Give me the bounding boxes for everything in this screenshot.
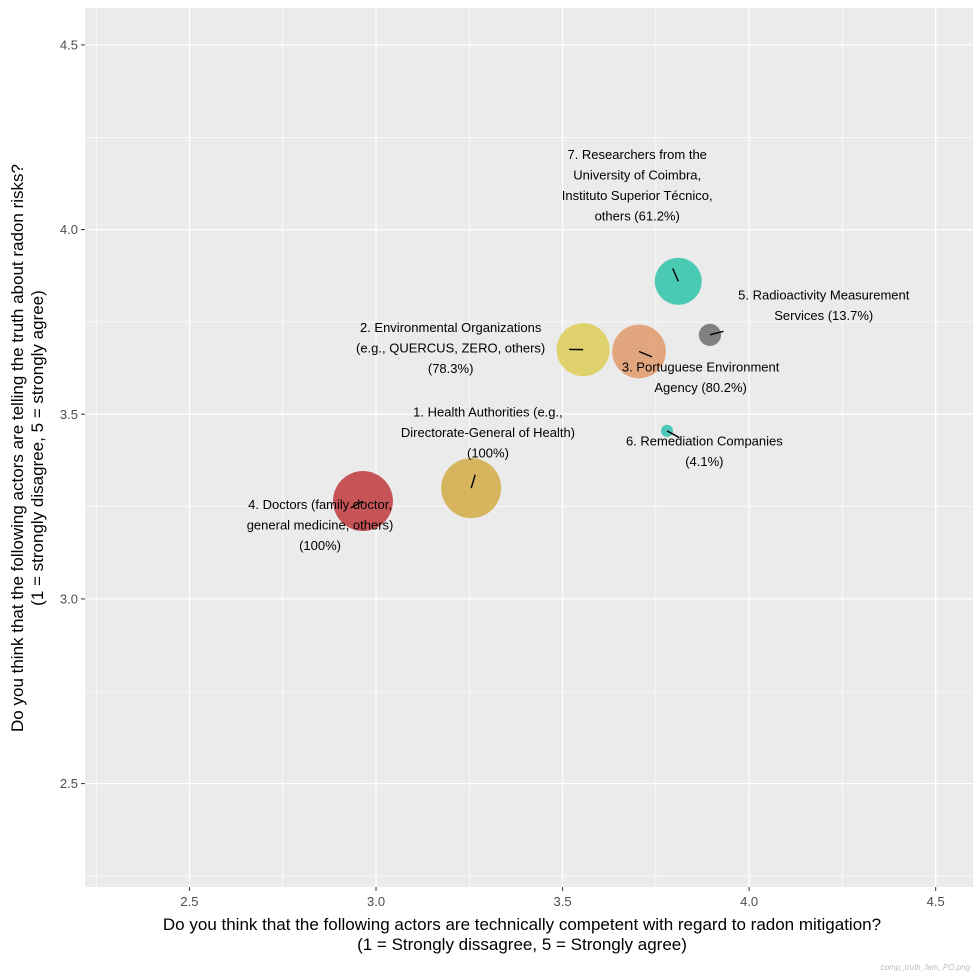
label-segment-6 — [666, 430, 680, 439]
point-label-3-line-1: 3. Portuguese Environment — [622, 360, 780, 375]
point-label-4-line-1: 4. Doctors (family doctor, — [248, 497, 392, 512]
y-axis-title-line-2: (1 = strongly disagree, 5 = strongly agr… — [28, 290, 47, 606]
y-tick-label: 3.0 — [60, 591, 78, 606]
y-tick-label: 4.0 — [60, 222, 78, 237]
point-label-2-line-1: 2. Environmental Organizations — [360, 320, 542, 335]
point-label-1-line-3: (100%) — [467, 446, 509, 461]
y-tick-label: 3.5 — [60, 407, 78, 422]
y-axis: 2.5 3.0 3.5 4.0 4.5 — [60, 37, 85, 791]
x-axis-title-line-2: (1 = Strongly dissagree, 5 = Strongly ag… — [357, 935, 687, 954]
data-point-4 — [332, 471, 393, 532]
x-axis: 2.5 3.0 3.5 4.0 4.5 — [180, 887, 945, 909]
point-label-2-line-3: (78.3%) — [428, 361, 474, 376]
y-tick-label: 2.5 — [60, 776, 78, 791]
minor-gridlines — [85, 8, 973, 887]
point-label-6-line-2: (4.1%) — [685, 454, 723, 469]
major-gridlines — [85, 8, 973, 887]
point-label-5-line-1: 5. Radioactivity Measurement — [738, 288, 910, 303]
point-label-3-line-2: Agency (80.2%) — [654, 380, 747, 395]
label-segment-7 — [672, 268, 679, 282]
y-tick-label: 4.5 — [60, 37, 78, 52]
x-tick-label: 4.5 — [927, 894, 945, 909]
figure-caption: comp_truth_fam_PO.png — [881, 963, 971, 972]
data-point-7 — [654, 257, 702, 305]
point-label-1-line-1: 1. Health Authorities (e.g., — [413, 405, 563, 420]
point-label-5-line-2: Services (13.7%) — [774, 308, 873, 323]
point-label-1-line-2: Directorate-General of Health) — [401, 425, 575, 440]
point-label-7-line-4: others (61.2%) — [595, 209, 680, 224]
label-segment-4 — [350, 500, 364, 509]
x-tick-label: 2.5 — [180, 894, 198, 909]
point-label-7-line-2: University of Coimbra, — [573, 168, 701, 183]
data-point-2 — [556, 323, 610, 377]
plot-panel — [85, 8, 973, 887]
point-label-6-line-1: 6. Remediation Companies — [626, 433, 783, 448]
x-tick-label: 3.5 — [554, 894, 572, 909]
point-label-4-line-3: (100%) — [299, 538, 341, 553]
x-tick-label: 4.0 — [740, 894, 758, 909]
point-label-4-line-2: general medicine, others) — [247, 518, 394, 533]
x-tick-label: 3.0 — [367, 894, 385, 909]
label-segment-5 — [709, 330, 724, 336]
point-labels: 1. Health Authorities (e.g., Directorate-… — [247, 147, 910, 553]
y-axis-title-line-1: Do you think that the following actors a… — [8, 164, 27, 732]
label-segment-1 — [470, 474, 476, 489]
point-label-7-line-1: 7. Researchers from the — [567, 147, 706, 162]
point-label-7-line-3: Instituto Superior Técnico, — [562, 188, 713, 203]
point-label-2-line-2: (e.g., QUERCUS, ZERO, others) — [356, 340, 545, 355]
label-segments — [350, 268, 724, 509]
x-axis-title-line-1: Do you think that the following actors a… — [163, 915, 881, 934]
label-segment-3 — [638, 350, 653, 358]
